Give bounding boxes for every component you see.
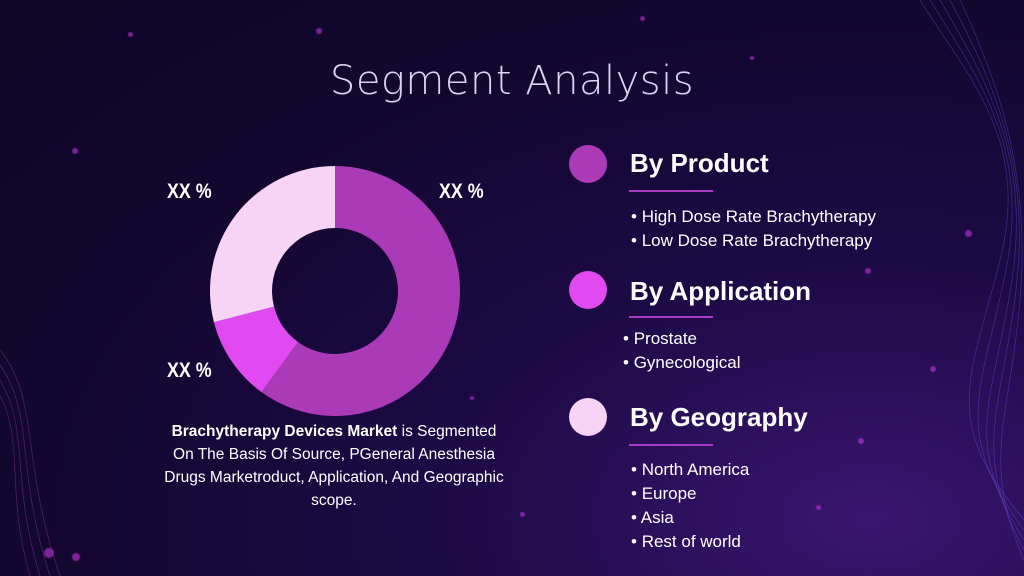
- background-dot: [858, 438, 864, 444]
- background-dot: [965, 230, 972, 237]
- background-dot: [44, 548, 54, 558]
- background-dot: [470, 396, 474, 400]
- list-item: Rest of world: [631, 530, 749, 554]
- segment-divider: [629, 190, 713, 192]
- segment-divider: [629, 444, 713, 446]
- list-item: Gynecological: [623, 351, 741, 375]
- slice-percent-label: XX %: [439, 180, 484, 203]
- list-item: High Dose Rate Brachytherapy: [631, 205, 876, 229]
- segment-heading-application: By Application: [630, 276, 812, 306]
- segment-divider: [629, 316, 713, 318]
- product-bullet-circle: [569, 145, 607, 183]
- donut-chart: [209, 166, 460, 416]
- application-bullet-circle: [569, 271, 607, 309]
- background-dot: [72, 553, 80, 561]
- list-item: Europe: [631, 482, 749, 506]
- background-dot: [930, 366, 936, 372]
- background-dot: [750, 56, 754, 60]
- background-dot: [128, 32, 133, 37]
- geography-bullet-circle: [569, 398, 607, 436]
- background-dot: [72, 148, 78, 154]
- segment-heading-product: By Product: [630, 148, 769, 178]
- list-item: Low Dose Rate Brachytherapy: [631, 229, 876, 253]
- application-list: Prostate Gynecological: [623, 327, 741, 375]
- slice-percent-label: XX %: [167, 359, 212, 382]
- product-list: High Dose Rate Brachytherapy Low Dose Ra…: [631, 205, 876, 253]
- chart-caption: Brachytherapy Devices Market is Segmente…: [160, 420, 508, 512]
- list-item: North America: [631, 458, 750, 482]
- background-dot: [520, 512, 525, 517]
- background-dot: [640, 16, 645, 21]
- background-dot: [316, 28, 322, 34]
- donut-slice-1: [261, 166, 460, 416]
- background-dot: [816, 505, 821, 510]
- wave-decoration-left: [0, 349, 61, 576]
- list-item: Asia: [631, 506, 749, 530]
- page-title: Segment Analysis: [329, 58, 695, 104]
- background-dot: [865, 268, 871, 274]
- donut-slice-2: [213, 306, 298, 393]
- geography-list: North America Europe Asia Rest of world: [631, 458, 750, 554]
- donut-slice-3: [209, 166, 335, 323]
- list-item: Prostate: [623, 327, 740, 351]
- segment-heading-geography: By Geography: [630, 402, 808, 432]
- caption-text: is Segmented On The Basis Of Source, PGe…: [164, 423, 504, 509]
- slice-percent-label: XX %: [167, 180, 212, 203]
- caption-market-name: Brachytherapy Devices Market: [171, 423, 398, 440]
